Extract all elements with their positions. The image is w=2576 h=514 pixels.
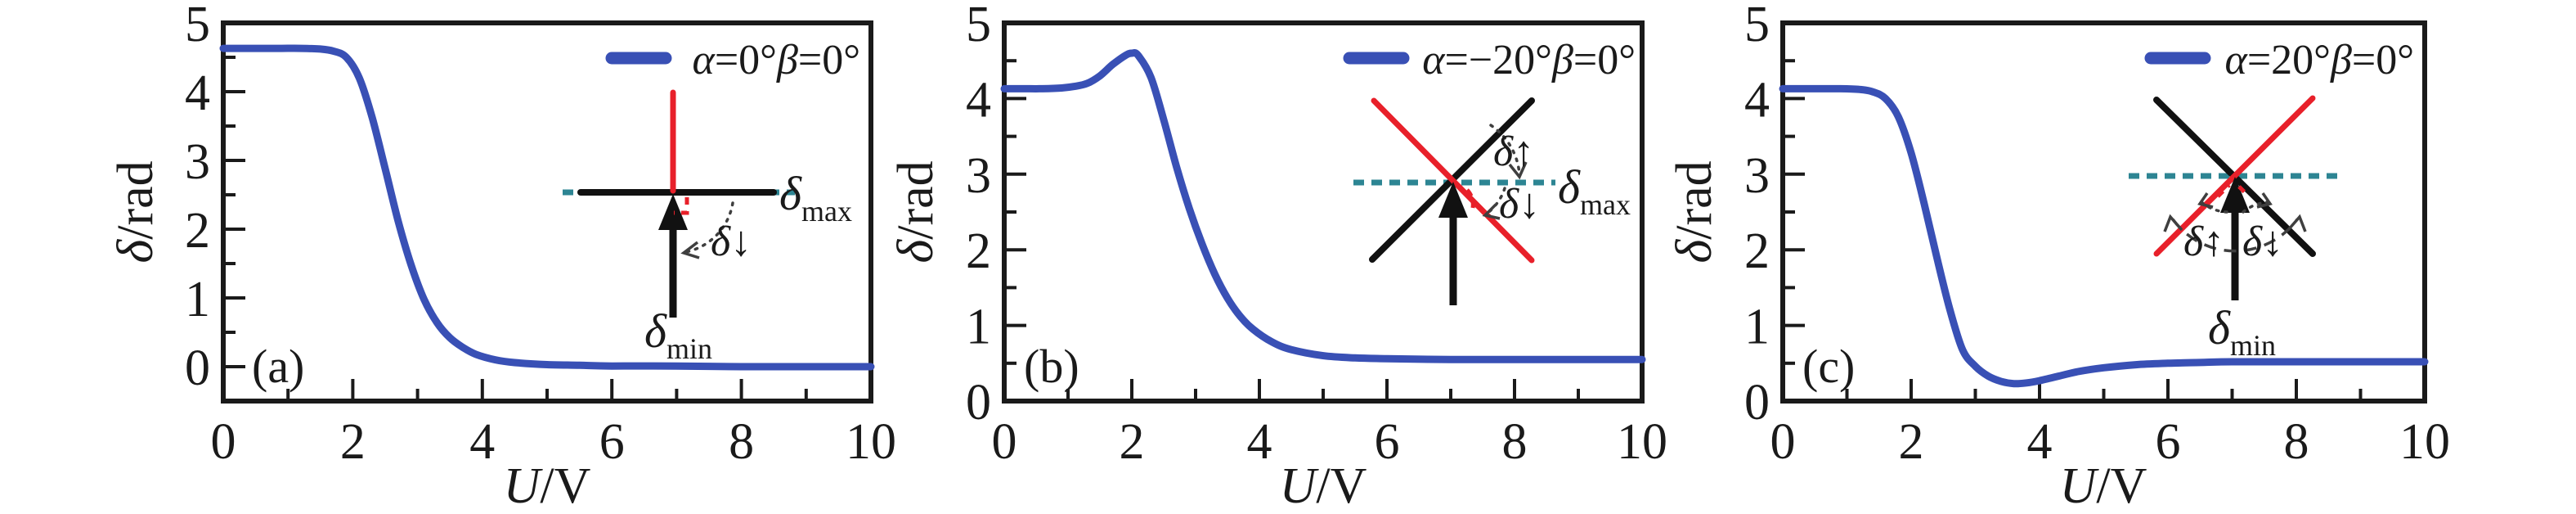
x-tick-label: 10 xyxy=(2399,414,2450,470)
panel-c: 0 2 4 6 8 10 0 1 2 3 4 5 δ/rad U/V (c) α=20°β=0° δ↑… xyxy=(1667,0,2450,514)
x-tick-label: 0 xyxy=(1770,414,1796,470)
x-tick-label: 0 xyxy=(992,414,1017,470)
y-tick-label: 3 xyxy=(966,148,991,204)
legend: α=20°β=0° xyxy=(2144,37,2414,83)
dotted-angle-arc-lower xyxy=(1485,187,1506,215)
legend: α=−20°β=0° xyxy=(1343,37,1636,83)
delta-min-label: δmin xyxy=(644,304,712,365)
arc-arrowhead xyxy=(680,241,700,259)
arc-arrowhead-inner-right xyxy=(2256,192,2273,209)
panel-letter: (c) xyxy=(1802,340,1855,393)
red-angle-mark xyxy=(2216,183,2250,198)
curve-b xyxy=(1000,49,1646,363)
x-tick-label: 8 xyxy=(1502,414,1528,470)
dotted-angle-arc xyxy=(684,201,734,254)
panel-letter: (a) xyxy=(252,340,304,393)
delta-max-label: δmax xyxy=(1558,160,1631,221)
x-tick-label: 2 xyxy=(1899,414,1924,470)
curve-a xyxy=(219,44,875,371)
delta-max-label: δmax xyxy=(779,167,852,228)
dotted-angle-arc-upper xyxy=(1489,124,1521,176)
arc-arrowhead-lower xyxy=(1482,203,1501,220)
red-right-angle-mark xyxy=(674,197,689,215)
x-tick-label: 2 xyxy=(340,414,366,470)
y-tick-label: 4 xyxy=(1744,72,1770,128)
delta-down-label: δ↓ xyxy=(711,219,752,265)
legend-label: α=0°β=0° xyxy=(693,37,860,83)
delta-up-label: δ↑ xyxy=(2183,219,2224,265)
delta-down-label: δ↓ xyxy=(1499,181,1540,228)
delta-min-label: δmin xyxy=(2208,301,2276,362)
arc-arrowhead-right xyxy=(2287,214,2307,232)
y-tick-label: 2 xyxy=(185,203,210,259)
x-tick-label: 0 xyxy=(211,414,236,470)
dashed-angle-arc xyxy=(2171,218,2299,253)
y-tick-label: 3 xyxy=(1744,148,1770,204)
x-tick-label: 6 xyxy=(599,414,625,470)
y-tick-label: 3 xyxy=(185,134,210,190)
red-diagonal-line xyxy=(1371,97,1535,264)
arc-arrowhead-left xyxy=(2163,214,2183,232)
x-tick-label: 6 xyxy=(1375,414,1400,470)
y-tick-label: 5 xyxy=(1744,0,1770,52)
y-tick-label: 0 xyxy=(966,375,991,431)
legend: α=0°β=0° xyxy=(605,37,860,83)
inset-diagram-c: δ↑ δ↓ δmin xyxy=(2129,95,2339,362)
x-tick-label: 8 xyxy=(2284,414,2309,470)
axes-0: 0 2 4 6 8 10 0 1 2 3 4 5 xyxy=(185,0,896,470)
panel-b: 0 2 4 6 8 10 0 1 2 3 4 5 δ/rad U/V (b) α=−20°β=0° δ… xyxy=(888,0,1667,514)
panel-a: 0 2 4 6 8 10 0 1 2 3 4 5 δ/rad U/V (a) α=0°β=0° δ↓ … xyxy=(108,0,896,514)
legend-label: α=−20°β=0° xyxy=(1422,37,1636,83)
arc-arrowhead-inner-left xyxy=(2197,192,2214,209)
up-arrow-head xyxy=(658,194,688,230)
delta-down-label: δ↓ xyxy=(2242,219,2283,265)
y-axis-label: δ/rad xyxy=(1667,160,1722,263)
x-axis-label: U/V xyxy=(504,458,591,514)
arc-arrowhead-upper xyxy=(1508,161,1528,180)
inset-diagram-a: δ↓ δmax δmin xyxy=(563,89,852,365)
y-tick-label: 0 xyxy=(1744,375,1770,431)
x-axis-label: U/V xyxy=(2060,458,2147,514)
x-tick-label: 6 xyxy=(2156,414,2181,470)
y-axis-label: δ/rad xyxy=(108,160,164,263)
up-arrow-head xyxy=(2220,177,2250,213)
up-arrow-head xyxy=(1438,182,1468,218)
axes-1: 0 2 4 6 8 10 0 1 2 3 4 5 xyxy=(966,0,1667,470)
panel-letter: (b) xyxy=(1024,340,1079,393)
x-tick-label: 4 xyxy=(469,414,495,470)
x-tick-label: 4 xyxy=(2027,414,2053,470)
legend-label: α=20°β=0° xyxy=(2225,37,2414,83)
x-axis-label: U/V xyxy=(1280,458,1367,514)
y-tick-label: 2 xyxy=(966,223,991,279)
y-tick-label: 1 xyxy=(1744,300,1770,355)
y-tick-label: 0 xyxy=(185,340,210,396)
y-axis-label: δ/rad xyxy=(888,160,944,263)
x-tick-label: 8 xyxy=(729,414,754,470)
red-angle-mark xyxy=(1465,188,1475,209)
x-tick-label: 10 xyxy=(1617,414,1667,470)
delta-up-label: δ↑ xyxy=(1493,128,1534,175)
y-tick-label: 4 xyxy=(185,65,210,121)
dotted-angle-arc-right xyxy=(2242,201,2270,214)
y-tick-label: 2 xyxy=(1744,223,1770,279)
curve-c xyxy=(1779,84,2429,388)
y-tick-label: 1 xyxy=(966,300,991,355)
x-tick-label: 2 xyxy=(1120,414,1145,470)
x-tick-label: 4 xyxy=(1247,414,1272,470)
y-tick-label: 1 xyxy=(185,272,210,327)
y-tick-label: 5 xyxy=(966,0,991,52)
red-diagonal-line xyxy=(2153,95,2316,257)
y-tick-label: 4 xyxy=(966,72,991,128)
y-tick-label: 5 xyxy=(185,0,210,52)
inset-diagram-b: δ↑ δ↓ δmax xyxy=(1353,97,1631,305)
axes-2: 0 2 4 6 8 10 0 1 2 3 4 5 xyxy=(1744,0,2450,470)
x-tick-label: 10 xyxy=(846,414,896,470)
